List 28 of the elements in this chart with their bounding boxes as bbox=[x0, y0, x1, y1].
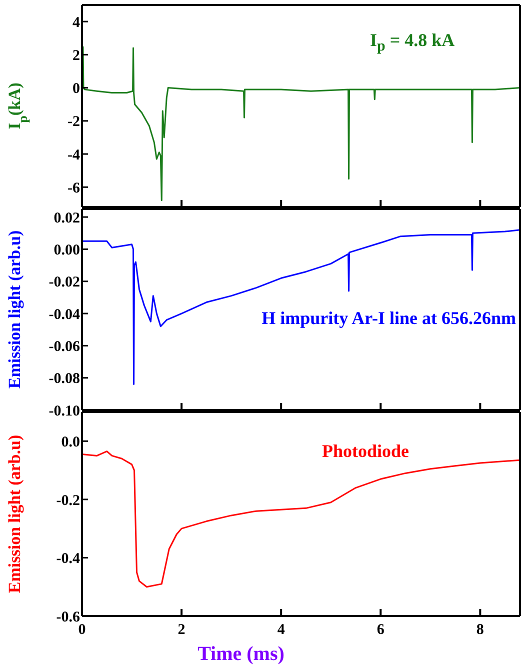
y-tick-label: -0.02 bbox=[48, 274, 80, 291]
y-tick-label: 0 bbox=[72, 81, 80, 98]
y-tick-label: -0.2 bbox=[56, 492, 80, 509]
y-axis-title: Emission light (arb.u) bbox=[5, 434, 24, 594]
y-axis-title: Emission light (arb.u) bbox=[5, 230, 24, 389]
y-tick-label: 0.02 bbox=[54, 210, 80, 226]
y-tick-label: -0.6 bbox=[56, 609, 80, 626]
y-tick-label: 4 bbox=[72, 14, 80, 31]
y-tick-label: -0.06 bbox=[48, 339, 80, 356]
x-tick-label: 4 bbox=[277, 622, 286, 638]
y-tick-label: -4 bbox=[68, 147, 80, 164]
y-tick-label: -6 bbox=[68, 180, 80, 196]
annotation: H impurity Ar-I line at 656.26nm bbox=[262, 308, 516, 329]
x-tick-label: 8 bbox=[476, 622, 484, 638]
x-axis-title: Time (ms) bbox=[198, 643, 284, 665]
x-tick-label: 6 bbox=[376, 622, 385, 638]
annotation: I$_{p}$ = 4.8 kA bbox=[370, 30, 455, 56]
y-tick-label: -0.04 bbox=[48, 306, 80, 323]
line-series bbox=[82, 229, 520, 386]
y-tick-label: -0.10 bbox=[48, 403, 80, 420]
y-tick-label: 0.00 bbox=[54, 242, 80, 259]
y-tick-label: -2 bbox=[68, 114, 80, 130]
y-tick-label: -0.08 bbox=[48, 371, 80, 388]
annotation: Photodiode bbox=[322, 441, 410, 462]
y-tick-label: 0.0 bbox=[61, 434, 80, 450]
y-tick-label: 2 bbox=[72, 48, 80, 64]
y-tick-label: -0.4 bbox=[56, 551, 80, 568]
x-tick-label: 2 bbox=[178, 622, 186, 638]
